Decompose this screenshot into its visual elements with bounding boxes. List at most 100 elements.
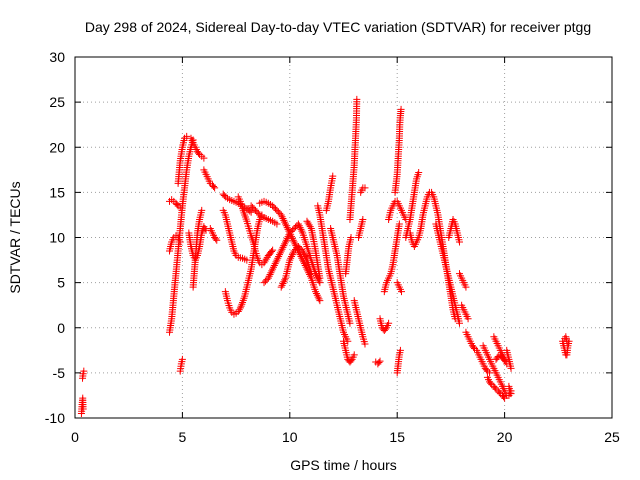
data-point	[268, 267, 276, 275]
axis-ticks	[74, 56, 613, 419]
data-point	[495, 388, 503, 396]
data-point	[376, 357, 384, 365]
chart-title: Day 298 of 2024, Sidereal Day-to-day VTE…	[85, 19, 591, 35]
data-point	[290, 224, 298, 232]
data-point	[305, 221, 313, 229]
data-point	[563, 337, 571, 345]
data-point	[235, 306, 243, 314]
data-point	[279, 243, 287, 251]
data-point	[385, 319, 393, 327]
data-point	[275, 251, 283, 259]
data-point	[347, 234, 355, 241]
data-point	[294, 220, 302, 228]
data-point	[238, 300, 246, 308]
data-point	[507, 390, 515, 398]
data-point	[395, 220, 403, 228]
data-point	[292, 223, 300, 231]
data-point	[276, 249, 284, 257]
data-point	[314, 275, 322, 283]
data-point	[249, 203, 257, 211]
y-axis-label: SDTVAR / TECUs	[7, 181, 23, 293]
data-point	[281, 218, 289, 226]
data-point	[178, 355, 186, 363]
data-point	[282, 236, 290, 244]
data-point	[200, 223, 208, 231]
data-point	[304, 219, 312, 227]
data-point	[300, 251, 308, 259]
x-tick-label: 10	[282, 429, 298, 445]
data-point	[213, 236, 221, 244]
grid	[75, 57, 612, 418]
data-point	[277, 247, 285, 255]
data-point	[79, 405, 87, 413]
data-point	[277, 211, 285, 219]
data-point	[301, 252, 309, 260]
data-point	[302, 254, 310, 262]
data-point	[316, 297, 324, 305]
data-point	[288, 251, 296, 259]
data-point	[195, 149, 203, 157]
data-point	[237, 302, 245, 310]
data-point	[265, 272, 273, 280]
data-point	[269, 246, 277, 254]
data-point	[312, 288, 320, 296]
data-point	[80, 367, 88, 375]
data-point	[234, 308, 242, 316]
data-point	[267, 269, 275, 277]
data-point	[375, 358, 383, 366]
data-point	[212, 235, 220, 243]
data-point	[286, 229, 294, 237]
data-point	[273, 220, 281, 228]
data-point	[314, 293, 322, 301]
x-tick-label: 0	[71, 429, 79, 445]
data-point	[287, 254, 295, 262]
data-point	[279, 215, 287, 223]
data-point	[286, 256, 294, 264]
data-point	[284, 233, 292, 241]
data-point	[260, 279, 268, 287]
data-point	[236, 304, 244, 312]
data-points	[77, 95, 573, 417]
data-point	[176, 238, 184, 246]
data-point	[269, 263, 277, 271]
data-point	[261, 257, 269, 265]
data-point	[296, 224, 304, 232]
data-point	[306, 223, 314, 231]
data-point	[282, 238, 290, 246]
data-point	[278, 281, 286, 289]
data-point	[183, 132, 191, 140]
data-point	[298, 227, 306, 235]
data-point	[281, 276, 289, 284]
data-point	[415, 169, 423, 177]
data-point	[501, 356, 509, 364]
data-point	[455, 319, 463, 327]
data-point	[273, 256, 281, 264]
data-point	[266, 271, 274, 279]
data-point	[350, 351, 358, 359]
data-point	[283, 234, 291, 242]
y-tick-label: 30	[49, 49, 65, 65]
y-tick-label: 15	[49, 184, 65, 200]
data-point	[396, 346, 404, 354]
data-point	[278, 245, 286, 253]
data-point	[290, 247, 298, 255]
data-point	[269, 202, 277, 210]
data-point	[491, 384, 499, 392]
data-point	[289, 226, 297, 234]
data-point	[462, 283, 470, 291]
data-point	[270, 261, 278, 269]
y-tick-label: 25	[49, 94, 65, 110]
data-point	[381, 325, 389, 333]
data-point	[287, 227, 295, 235]
data-point	[270, 203, 278, 211]
data-point	[273, 206, 281, 214]
y-tick-label: 10	[49, 230, 65, 246]
x-tick-label: 15	[389, 429, 405, 445]
y-tick-label: -10	[45, 410, 65, 426]
data-point	[297, 225, 305, 233]
data-point	[173, 201, 181, 209]
data-point	[353, 95, 361, 103]
data-point	[275, 252, 283, 260]
data-point	[303, 217, 311, 225]
x-tick-label: 20	[497, 429, 513, 445]
